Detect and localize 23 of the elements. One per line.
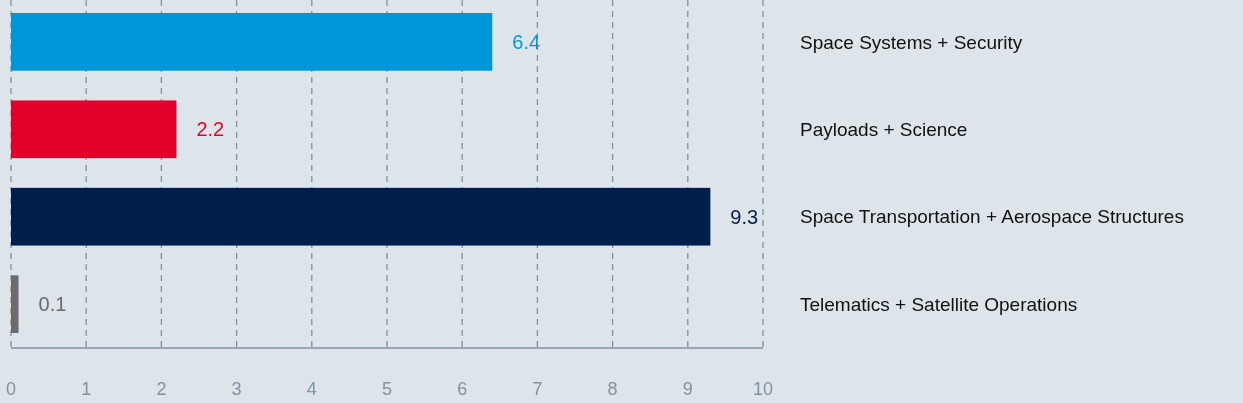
x-tick-label: 6 [457,379,468,399]
x-tick-label: 9 [682,379,693,399]
x-tick-label: 7 [532,379,543,399]
data-label: 9.3 [730,205,759,228]
y-tick-label: Space Systems + Security [800,31,1023,53]
x-tick-label: 1 [81,379,92,399]
x-tick-label: 2 [156,379,167,399]
x-tick-label: 10 [752,379,774,399]
bar [11,187,711,246]
x-tick-label: 0 [5,379,17,399]
x-tick-label: 4 [306,379,317,399]
bar [11,100,177,159]
data-label: 2.2 [196,118,225,141]
x-tick-label: 8 [607,379,618,399]
y-tick-label: Payloads + Science [800,118,968,140]
bar [11,13,493,71]
data-label: 6.4 [512,30,541,53]
x-tick-label: 3 [231,379,242,399]
x-tick-label: 5 [381,379,393,399]
bar [11,275,19,333]
data-label: 0.1 [38,293,67,316]
y-tick-label: Space Transportation + Aerospace Structures [800,206,1184,228]
y-tick-label: Telematics + Satellite Operations [800,293,1078,315]
